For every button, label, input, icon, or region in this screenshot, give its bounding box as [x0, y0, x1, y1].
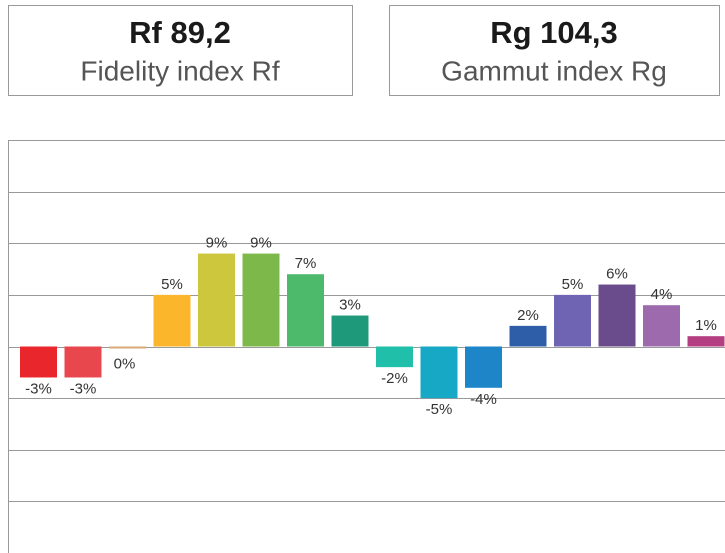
bar	[153, 294, 191, 347]
panel-subtitle: Fidelity index Rf	[80, 55, 279, 86]
panel-title: Rg 104,3	[490, 15, 618, 50]
bar	[420, 346, 458, 399]
bar	[509, 325, 547, 347]
panel-box	[8, 5, 353, 96]
bar	[109, 346, 146, 349]
bar	[376, 346, 413, 368]
value-label: 5%	[161, 276, 183, 293]
value-label: 3%	[339, 296, 361, 313]
panel-box	[389, 5, 720, 96]
value-label: 9%	[250, 235, 272, 252]
panel-subtitle: Gammut index Rg	[441, 55, 667, 86]
bar	[20, 346, 57, 378]
value-label: 7%	[295, 255, 317, 272]
value-label: -3%	[70, 380, 97, 397]
bar	[64, 346, 102, 378]
value-label: 9%	[206, 235, 228, 252]
value-label: 5%	[562, 276, 584, 293]
panel-title: Rf 89,2	[129, 15, 231, 50]
bar	[287, 274, 324, 347]
bar	[598, 284, 636, 347]
value-label: 6%	[606, 266, 628, 283]
value-label: 0%	[114, 355, 136, 372]
bar	[465, 346, 502, 388]
value-label: 4%	[651, 286, 673, 303]
value-label: -3%	[25, 380, 52, 397]
value-label: -2%	[381, 370, 408, 387]
value-label: 1%	[695, 317, 717, 334]
value-label: 2%	[517, 307, 539, 324]
bar	[331, 315, 369, 347]
bar	[687, 336, 725, 347]
bar	[643, 305, 680, 347]
plot-frame	[8, 140, 725, 553]
bar	[242, 253, 280, 347]
bar	[198, 253, 235, 347]
bar	[554, 294, 591, 347]
value-label: -4%	[470, 391, 497, 408]
value-label: -5%	[426, 401, 453, 418]
